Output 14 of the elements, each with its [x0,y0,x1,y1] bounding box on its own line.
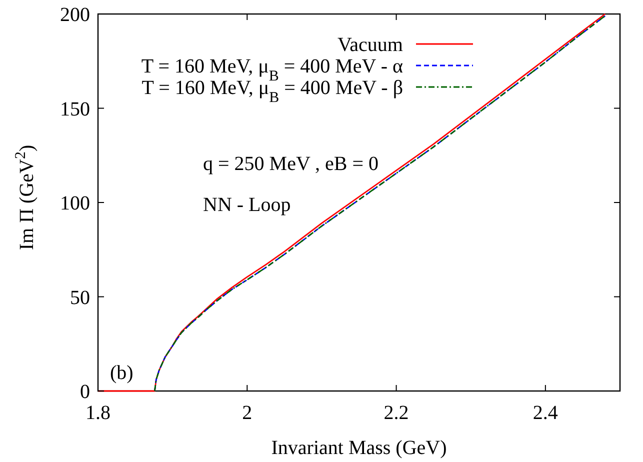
y-tick-label: 50 [70,286,90,309]
annotation: q = 250 MeV , eB = 0 [203,153,379,175]
legend-label: Vacuum [337,34,404,56]
y-tick-label: 150 [60,98,90,120]
x-tick-label: 1.8 [86,402,110,424]
x-tick-label: 2.4 [532,402,558,424]
x-axis-title: Invariant Mass (GeV) [271,437,447,459]
x-tick-label: 2.2 [384,402,409,424]
annotation: (b) [110,362,134,384]
y-tick-label: 0 [80,381,90,403]
x-tick-label: 2 [242,402,252,424]
y-tick-label: 100 [60,192,90,214]
annotation: NN - Loop [203,194,291,216]
y-tick-label: 200 [60,4,90,26]
